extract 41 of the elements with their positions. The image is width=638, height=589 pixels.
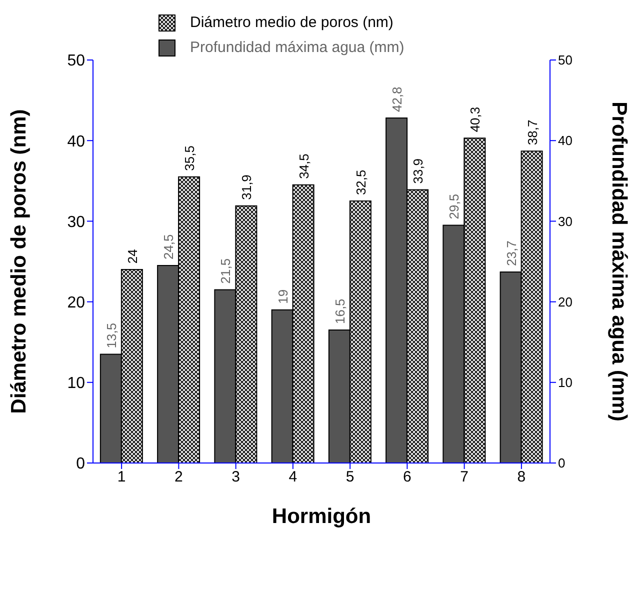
y-tick-label: 20 <box>67 294 86 312</box>
y2-tick-label: 40 <box>558 133 572 148</box>
data-label: 13,5 <box>104 322 119 348</box>
data-label: 35,5 <box>182 146 198 171</box>
legend-label: Diámetro medio de poros (nm) <box>190 13 394 33</box>
y2-axis-title: Profundidad máxima agua (mm) <box>608 102 631 422</box>
y-tick-label: 40 <box>67 133 86 150</box>
data-label: 34,5 <box>296 154 312 179</box>
data-label: 19 <box>275 289 290 304</box>
data-label: 38,7 <box>524 120 540 146</box>
x-axis-title: Hormigón <box>272 505 372 528</box>
y-tick-label: 0 <box>76 456 86 473</box>
data-label: 40,3 <box>468 106 483 132</box>
data-label: 32,5 <box>353 170 368 196</box>
data-label: 24,5 <box>161 234 176 260</box>
x-tick-label: 8 <box>517 468 526 486</box>
x-tick-label: 1 <box>117 468 126 486</box>
x-tick-label: 7 <box>460 468 468 486</box>
y2-tick-label: 20 <box>558 294 572 310</box>
y2-tick-label: 0 <box>558 456 566 471</box>
data-label: 16,5 <box>332 298 348 324</box>
data-label: 24 <box>124 249 140 264</box>
legend-label: Profundidad máxima agua (mm) <box>190 38 404 58</box>
data-label: 33,9 <box>410 158 426 184</box>
data-label: 21,5 <box>218 258 234 284</box>
y-tick-label: 30 <box>67 214 86 231</box>
y-tick-label: 50 <box>67 52 86 70</box>
data-label: 42,8 <box>390 86 405 112</box>
y2-tick-label: 10 <box>558 375 572 390</box>
data-label: 31,9 <box>239 174 254 200</box>
data-label: 23,7 <box>504 240 519 266</box>
x-tick-label: 6 <box>403 468 412 486</box>
y2-tick-label: 50 <box>558 52 572 68</box>
x-tick-label: 4 <box>288 468 298 486</box>
y-axis-title: Diámetro medio de poros (nm) <box>7 109 30 414</box>
x-tick-label: 5 <box>346 468 354 486</box>
x-tick-label: 2 <box>174 468 183 486</box>
data-label: 29,5 <box>446 194 462 220</box>
x-tick-label: 3 <box>232 468 240 486</box>
y2-tick-label: 30 <box>558 214 572 229</box>
y-tick-label: 10 <box>67 375 86 392</box>
